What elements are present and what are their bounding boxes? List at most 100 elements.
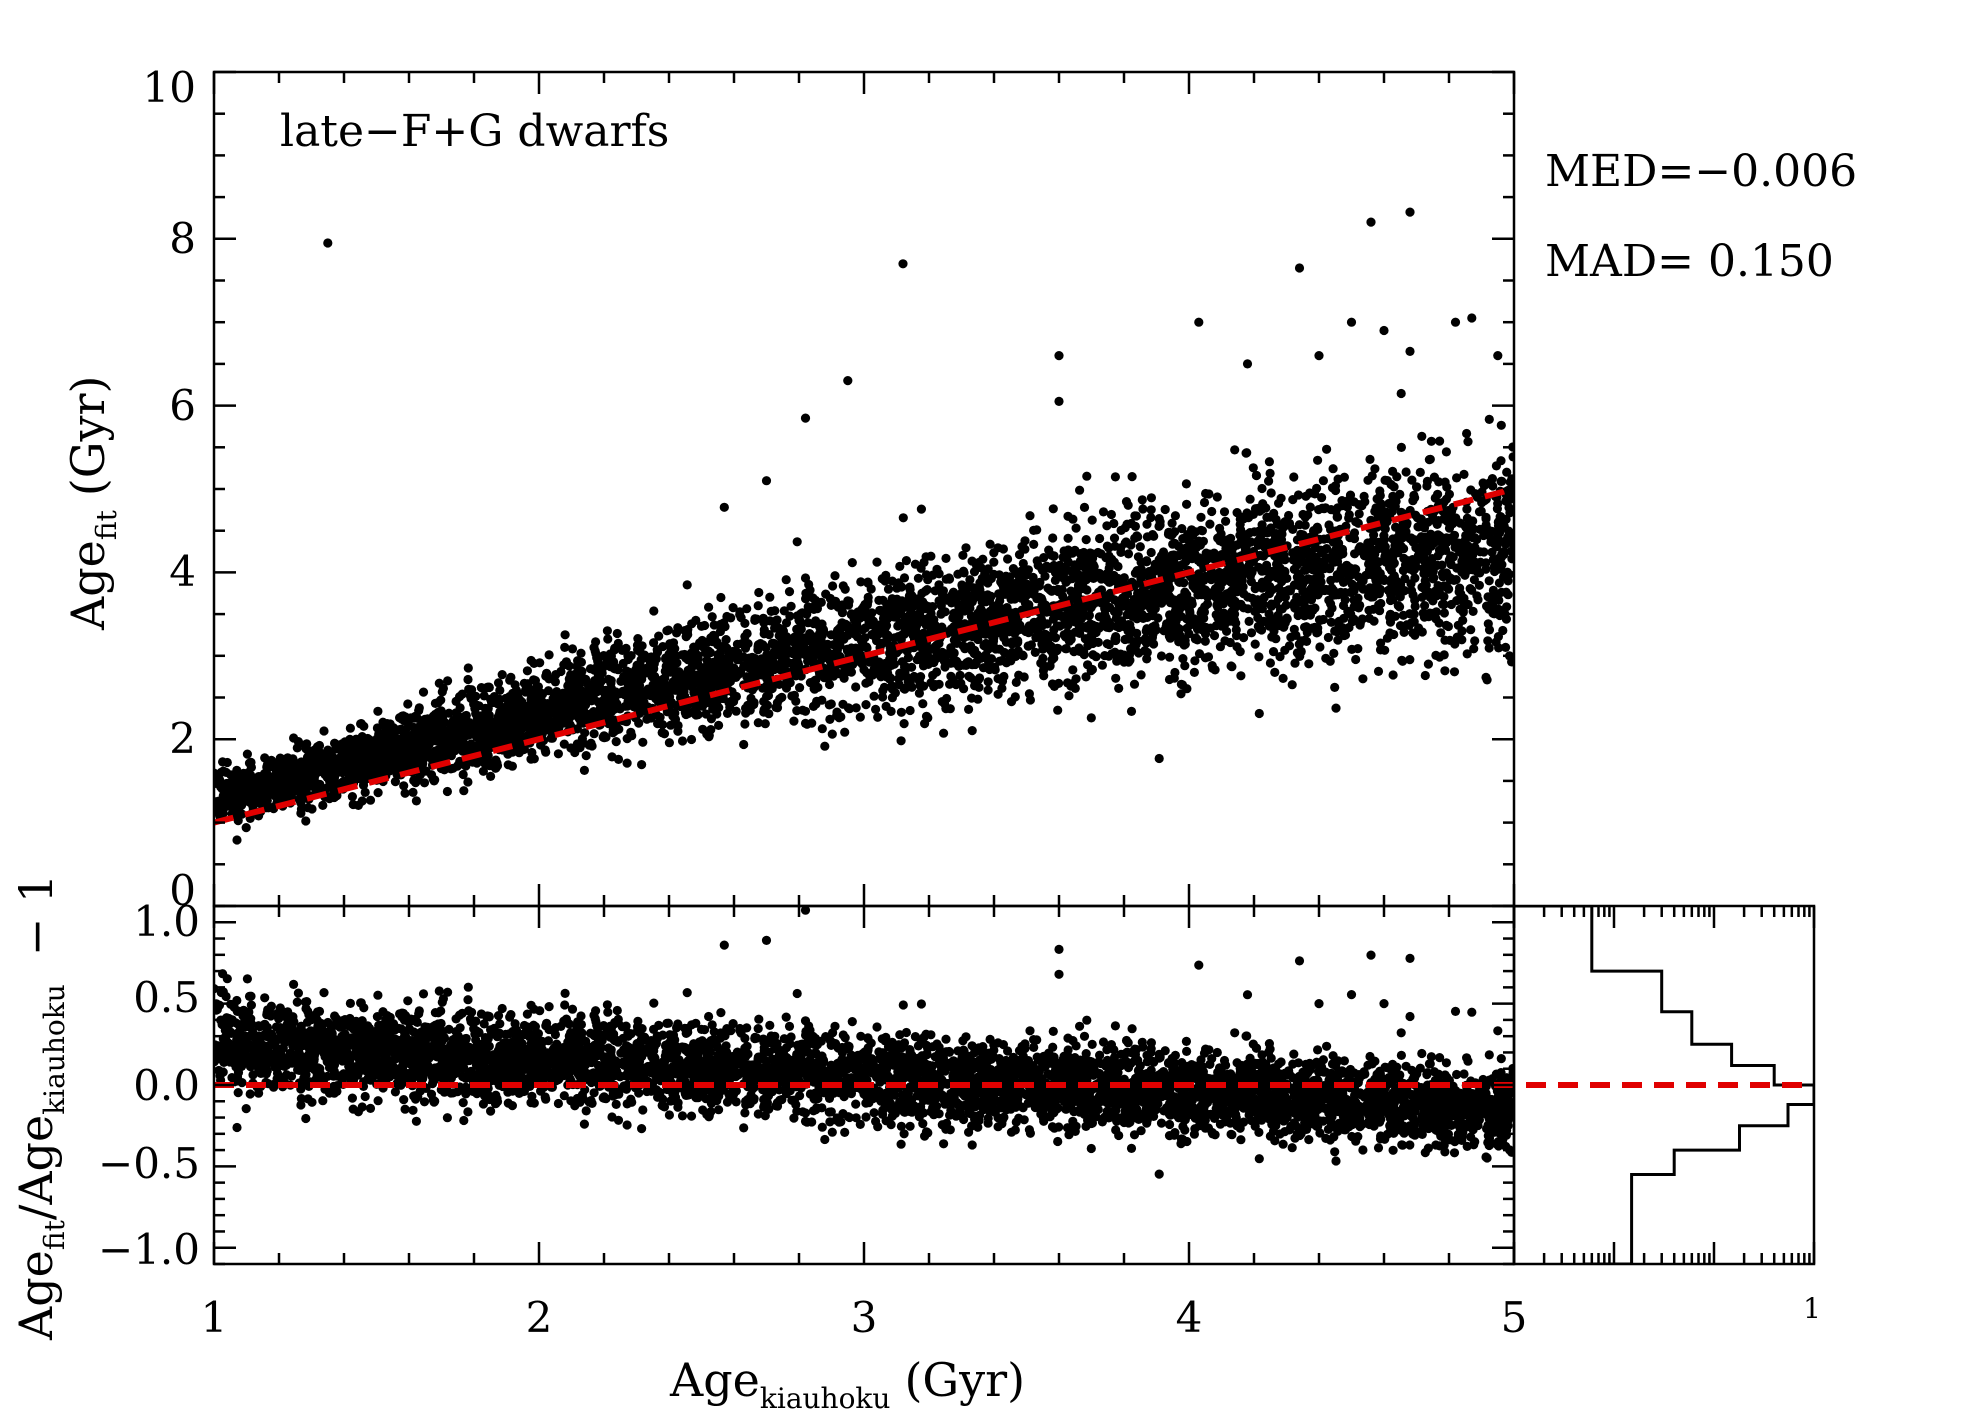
data-point [1230, 445, 1240, 455]
data-point [1028, 624, 1039, 634]
data-point [606, 651, 617, 661]
data-point [1399, 627, 1409, 638]
data-point [1503, 576, 1513, 586]
data-point [576, 718, 586, 728]
data-point [1327, 603, 1337, 613]
data-point [419, 778, 430, 788]
data-point [618, 658, 628, 669]
data-point [1288, 495, 1298, 505]
data-point [1119, 657, 1129, 667]
data-point [1102, 622, 1112, 632]
data-point [1466, 625, 1476, 635]
data-point [1003, 579, 1013, 589]
data-point [955, 670, 965, 680]
data-point [1455, 604, 1465, 614]
data-point [1463, 437, 1473, 447]
data-point [753, 601, 763, 611]
data-point [665, 692, 675, 702]
data-point [636, 692, 646, 702]
data-point [1006, 608, 1016, 618]
data-point [600, 688, 610, 698]
data-point [874, 595, 884, 606]
data-point [724, 657, 734, 668]
data-point [1118, 601, 1128, 611]
data-point [665, 657, 676, 667]
data-point [1053, 705, 1063, 715]
data-point [993, 543, 1003, 553]
data-point [1481, 514, 1491, 524]
data-point [1029, 586, 1039, 596]
data-point [1203, 652, 1214, 662]
data-point [1086, 666, 1096, 676]
data-point [890, 601, 900, 612]
data-point [1136, 670, 1146, 680]
data-point [960, 619, 970, 629]
data-point [899, 719, 909, 729]
data-point [1250, 639, 1260, 649]
data-point [939, 728, 949, 738]
data-point [1328, 464, 1338, 474]
data-point [1266, 601, 1276, 611]
data-point [446, 764, 456, 774]
data-point [1406, 586, 1417, 596]
data-point [1038, 565, 1048, 576]
data-point [387, 728, 397, 738]
data-point [1102, 569, 1112, 579]
data-point [358, 764, 368, 774]
data-point [1315, 642, 1325, 652]
data-point [677, 736, 688, 746]
data-point [1454, 587, 1464, 597]
data-point [765, 616, 775, 626]
data-point [627, 690, 637, 700]
data-point [1398, 610, 1408, 620]
data-point [1432, 519, 1442, 530]
data-point [529, 726, 539, 737]
data-point [1393, 601, 1403, 611]
data-point [738, 652, 748, 662]
data-point [1331, 703, 1341, 713]
data-point [1340, 630, 1351, 640]
data-point [1292, 648, 1302, 658]
data-point [274, 760, 284, 770]
data-point [830, 571, 840, 581]
data-point [726, 613, 736, 623]
data-point [1323, 632, 1333, 643]
data-point [553, 749, 564, 759]
data-point [663, 625, 674, 635]
data-point [887, 681, 897, 691]
data-point [912, 655, 922, 665]
data-point [771, 702, 781, 713]
data-point [1376, 638, 1386, 648]
data-point [1388, 595, 1398, 605]
data-point [254, 772, 264, 782]
data-point [861, 700, 871, 710]
data-point [1032, 556, 1042, 566]
data-point [856, 577, 866, 587]
data-point [753, 640, 764, 650]
data-point [1330, 682, 1340, 693]
data-point [655, 712, 665, 722]
data-point [347, 792, 357, 802]
data-point [293, 786, 303, 797]
data-point [1446, 551, 1456, 561]
data-point [940, 662, 950, 672]
data-point [1149, 565, 1159, 575]
data-point [1009, 583, 1019, 593]
data-point [860, 633, 870, 643]
data-point [732, 639, 743, 649]
data-point [1121, 497, 1132, 507]
data-point [1365, 454, 1375, 464]
data-point [1164, 527, 1174, 538]
data-point [1278, 673, 1288, 684]
data-point [1461, 548, 1471, 558]
data-point [970, 659, 980, 670]
data-point [1349, 497, 1359, 507]
data-point [601, 732, 611, 742]
data-point [1226, 661, 1236, 671]
data-point [1494, 553, 1504, 564]
data-point [1398, 565, 1408, 576]
data-point [407, 747, 417, 757]
data-point [1363, 538, 1373, 548]
data-point [1475, 557, 1486, 567]
data-point [918, 699, 928, 709]
